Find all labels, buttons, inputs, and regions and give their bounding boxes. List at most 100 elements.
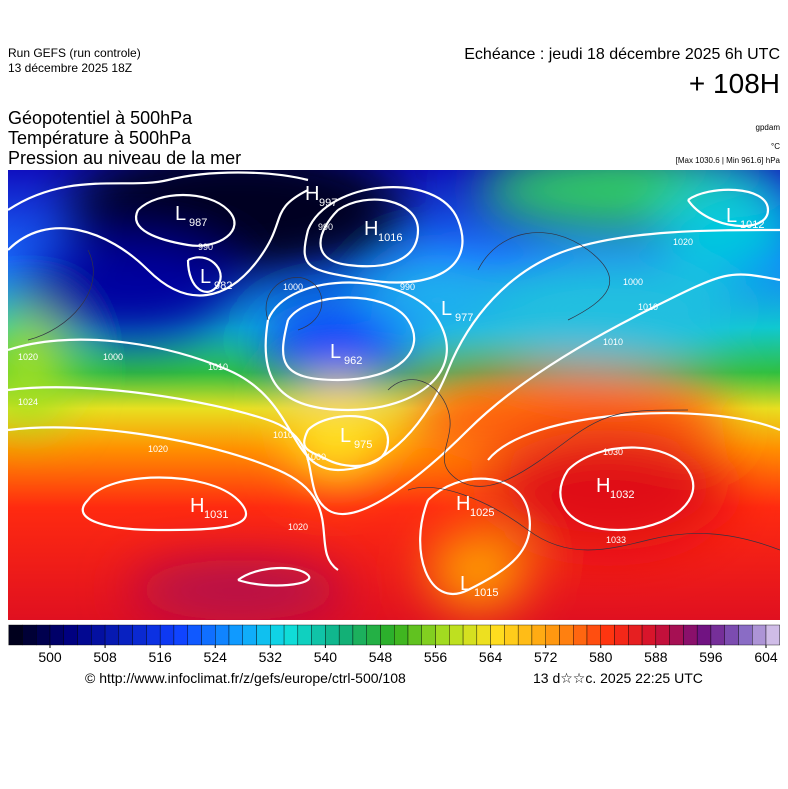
field-title: Géopotentiel à 500hPa bbox=[8, 108, 193, 128]
colorbar-segment bbox=[132, 624, 147, 646]
center-value: 982 bbox=[214, 280, 232, 292]
colorbar-label: 588 bbox=[644, 649, 668, 665]
colorbar-segment bbox=[669, 624, 684, 646]
isobars bbox=[8, 171, 780, 595]
colorbar-label: 532 bbox=[259, 649, 283, 665]
colorbar-segment bbox=[49, 624, 64, 646]
center-letter: H bbox=[596, 475, 610, 497]
contour-label: 990 bbox=[198, 242, 213, 252]
center-value: 1015 bbox=[474, 587, 498, 599]
unit: gpdam bbox=[755, 123, 780, 132]
contour-label: 1030 bbox=[603, 447, 623, 457]
colorbar-label: 524 bbox=[204, 649, 228, 665]
center-value: 987 bbox=[189, 217, 207, 229]
colorbar-segment bbox=[462, 624, 478, 646]
coastlines bbox=[27, 232, 780, 551]
center-letter: L bbox=[175, 203, 186, 225]
center-value: 975 bbox=[354, 439, 372, 451]
colorbar-segment bbox=[256, 624, 271, 646]
colorbar-segment bbox=[559, 624, 574, 646]
colorbar-label: 556 bbox=[424, 649, 448, 665]
colorbar-segment bbox=[573, 624, 588, 646]
colorbar-segment bbox=[421, 624, 436, 646]
colorbar-segment bbox=[22, 624, 37, 646]
unit: °C bbox=[771, 142, 780, 151]
colorbar: 500 508 516 524 532 540 548 556 564 572 580 588 596 6… bbox=[8, 624, 780, 665]
colorbar-segment bbox=[655, 624, 670, 646]
center-value: 1032 bbox=[610, 489, 634, 501]
colorbar-segment bbox=[435, 624, 450, 646]
contour-label: 1033 bbox=[606, 535, 626, 545]
colorbar-segment bbox=[380, 624, 395, 646]
center-value: 1016 bbox=[378, 232, 402, 244]
run-label: Run GEFS (run controle) bbox=[8, 46, 141, 60]
colorbar-segment bbox=[752, 624, 767, 646]
colorbar-segment bbox=[325, 624, 340, 646]
colorbar-segment bbox=[683, 624, 698, 646]
center-letter: H bbox=[456, 493, 470, 515]
colorbar-segment bbox=[696, 624, 712, 646]
source-url: © http://www.infoclimat.fr/z/gefs/europe… bbox=[85, 670, 406, 686]
colorbar-segment bbox=[765, 624, 780, 646]
contour-label: 1010 bbox=[273, 430, 293, 440]
contour-labels: 990 1000 990 1020 1024 1000 1010 1020 1010 1000 99… bbox=[18, 222, 693, 545]
center-letter: L bbox=[330, 341, 341, 363]
colorbar-label: 548 bbox=[369, 649, 393, 665]
colorbar-label: 580 bbox=[589, 649, 613, 665]
contour-label: 1010 bbox=[638, 302, 658, 312]
colorbar-segment bbox=[710, 624, 725, 646]
colorbar-segment bbox=[215, 624, 230, 646]
colorbar-segment bbox=[628, 624, 643, 646]
center-value: 977 bbox=[455, 312, 473, 324]
contour-label: 1000 bbox=[103, 352, 123, 362]
center-letter: L bbox=[726, 205, 737, 227]
center-letter: L bbox=[340, 425, 351, 447]
center-letter: L bbox=[441, 298, 452, 320]
center-letter: H bbox=[305, 183, 319, 205]
contour-label: 990 bbox=[400, 282, 415, 292]
center-letter: H bbox=[190, 495, 204, 517]
colorbar-label: 516 bbox=[148, 649, 172, 665]
generated-time: 13 d☆☆c. 2025 22:25 UTC bbox=[533, 670, 703, 686]
colorbar-label: 508 bbox=[93, 649, 117, 665]
colorbar-segment bbox=[366, 624, 381, 646]
colorbar-segment bbox=[504, 624, 519, 646]
colorbar-segment bbox=[8, 624, 23, 646]
unit: [Max 1030.6 | Min 961.6] hPa bbox=[675, 156, 780, 165]
colorbar-segment bbox=[724, 624, 739, 646]
contour-label: 1024 bbox=[18, 397, 38, 407]
colorbar-segment bbox=[614, 624, 629, 646]
temperature-blobs bbox=[8, 170, 780, 620]
contour-label: 1010 bbox=[208, 362, 228, 372]
colorbar-segment bbox=[641, 624, 657, 646]
center-value: 1025 bbox=[470, 507, 494, 519]
colorbar-segment bbox=[531, 624, 546, 646]
colorbar-segment bbox=[77, 624, 92, 646]
colorbar-segment bbox=[338, 624, 354, 646]
colorbar-segment bbox=[476, 624, 491, 646]
colorbar-segment bbox=[228, 624, 243, 646]
colorbar-segment bbox=[270, 624, 285, 646]
forecast-time: Echéance : jeudi 18 décembre 2025 6h UTC bbox=[464, 46, 780, 63]
contour-label: 1020 bbox=[288, 522, 308, 532]
colorbar-segment bbox=[104, 624, 120, 646]
contour-label: 1020 bbox=[148, 444, 168, 454]
colorbar-segment bbox=[297, 624, 312, 646]
colorbar-label: 572 bbox=[534, 649, 558, 665]
colorbar-segment bbox=[311, 624, 326, 646]
contour-label: 1020 bbox=[673, 237, 693, 247]
colorbar-label: 564 bbox=[479, 649, 503, 665]
colorbar-segment bbox=[352, 624, 367, 646]
colorbar-label: 596 bbox=[699, 649, 723, 665]
center-value: 1012 bbox=[740, 219, 764, 231]
colorbar-segment bbox=[449, 624, 464, 646]
center-value: 1031 bbox=[204, 509, 228, 521]
colorbar-segment bbox=[63, 624, 78, 646]
field-title: Température à 500hPa bbox=[8, 128, 192, 148]
colorbar-segment bbox=[201, 624, 216, 646]
center-value: 962 bbox=[344, 355, 362, 367]
colorbar-segment bbox=[173, 624, 188, 646]
center-value: 997 bbox=[319, 197, 337, 209]
